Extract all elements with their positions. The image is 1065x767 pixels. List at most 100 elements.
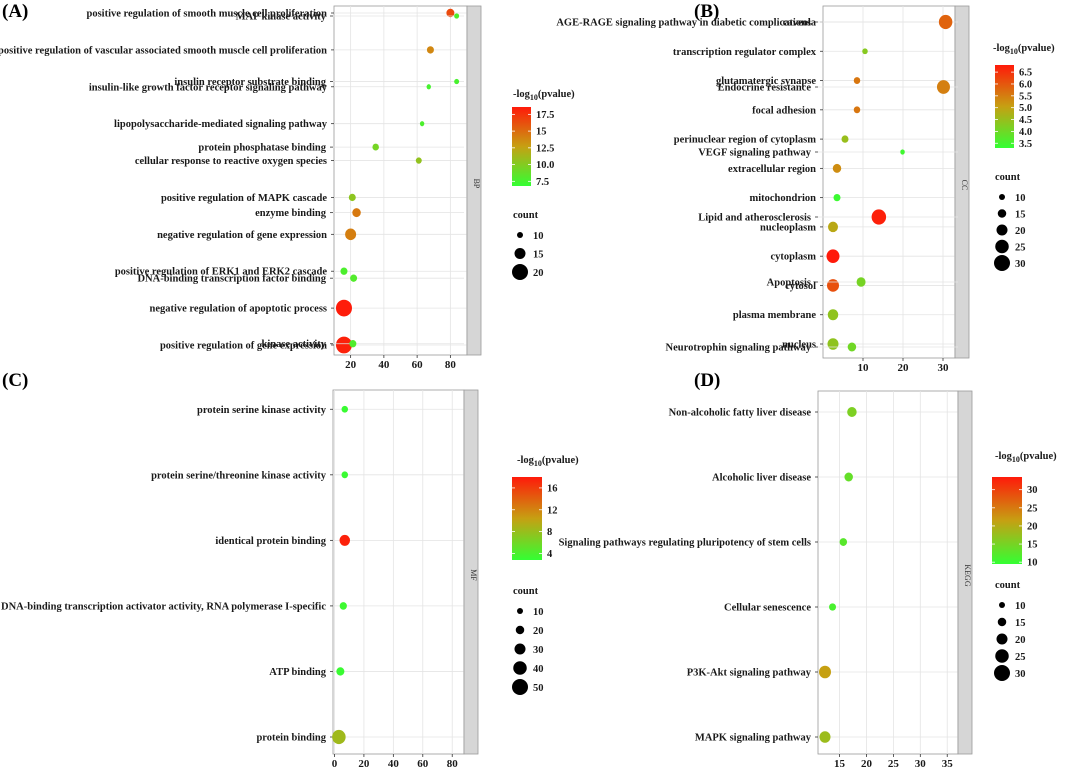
- category-label: Non-alcoholic fatty liver disease: [669, 408, 812, 419]
- category-label: Apoptosis: [767, 278, 811, 289]
- category-label: extracellular region: [728, 164, 816, 175]
- color-legend-label: 12.5: [536, 143, 554, 154]
- category-label: plasma membrane: [733, 310, 816, 321]
- data-point: [828, 221, 838, 233]
- data-point: [340, 267, 348, 275]
- size-legend-dot: [996, 633, 1008, 645]
- facet-strip-label: BP: [472, 179, 481, 189]
- color-legend-label: 8: [547, 527, 552, 538]
- data-point: [341, 405, 349, 413]
- category-label: enzyme binding: [255, 208, 327, 219]
- size-legend-title: count: [513, 210, 539, 221]
- data-point: [350, 274, 358, 282]
- color-legend-bar: [995, 65, 1014, 148]
- size-legend-dot: [995, 239, 1009, 254]
- color-legend-label: 5.5: [1019, 91, 1032, 102]
- category-label: MAP kinase activity: [236, 12, 327, 23]
- size-legend-label: 15: [533, 250, 544, 261]
- category-label: Neurotrophin signaling pathway: [666, 343, 812, 354]
- size-legend-dot: [997, 209, 1007, 218]
- color-legend-label: 15: [536, 127, 547, 138]
- x-tick-label: 20: [345, 359, 357, 371]
- size-legend-label: 20: [533, 268, 544, 279]
- facet-strip-label: CC: [960, 180, 969, 191]
- color-legend-label: 6.5: [1019, 68, 1032, 79]
- color-legend-label: 4: [547, 549, 553, 560]
- category-label: caveola: [783, 18, 817, 29]
- facet-strip-label: MF: [469, 569, 478, 581]
- color-legend-label: 12: [547, 505, 558, 516]
- size-legend-dot: [996, 224, 1008, 236]
- size-legend-dot: [994, 255, 1010, 271]
- data-point: [332, 729, 346, 745]
- data-point: [827, 338, 839, 350]
- color-legend-title: -log10(pvalue): [993, 43, 1055, 56]
- data-point: [339, 534, 351, 546]
- panel-label: (B): [694, 1, 719, 22]
- size-legend-dot: [514, 248, 526, 259]
- x-tick-label: 40: [388, 758, 400, 767]
- data-point: [454, 78, 460, 85]
- data-point: [372, 143, 379, 151]
- data-point: [833, 193, 841, 202]
- category-label: protein phosphatase binding: [198, 143, 326, 154]
- size-legend-dot: [512, 264, 528, 280]
- panel-label: (A): [2, 1, 28, 22]
- data-point: [862, 48, 868, 55]
- facet-strip: [954, 5, 970, 359]
- color-legend-label: 25: [1027, 503, 1038, 514]
- data-point: [844, 472, 853, 482]
- color-legend-label: 16: [547, 483, 558, 494]
- size-legend-label: 10: [1015, 193, 1026, 204]
- data-point: [847, 407, 857, 417]
- category-label: perinuclear region of cytoplasm: [674, 135, 816, 146]
- size-legend-dot: [994, 665, 1010, 681]
- size-legend-dot: [512, 679, 528, 695]
- category-label: Alcoholic liver disease: [712, 473, 811, 484]
- data-point: [341, 471, 349, 479]
- size-legend-title: count: [995, 580, 1021, 591]
- x-tick-label: 30: [915, 758, 927, 767]
- category-label: P3K-Akt signaling pathway: [687, 668, 812, 679]
- category-label: positive regulation of MAPK cascade: [161, 193, 327, 204]
- size-legend-dot: [997, 617, 1007, 627]
- data-point: [446, 8, 455, 18]
- x-tick-label: 80: [447, 758, 459, 767]
- data-point: [853, 77, 861, 84]
- color-legend-label: 4.0: [1019, 127, 1032, 138]
- size-legend-dot: [995, 649, 1009, 663]
- x-tick-label: 10: [858, 362, 870, 374]
- size-legend-label: 20: [533, 626, 544, 637]
- category-label: protein serine kinase activity: [197, 405, 327, 416]
- data-point: [832, 163, 842, 173]
- category-label: ATP binding: [269, 667, 326, 678]
- color-legend-label: 17.5: [536, 110, 554, 121]
- facet-strip: [957, 390, 973, 755]
- category-label: nucleoplasm: [760, 222, 816, 233]
- category-label: AGE-RAGE signaling pathway in diabetic c…: [556, 18, 811, 29]
- category-label: Signaling pathways regulating pluripoten…: [559, 538, 811, 549]
- size-legend-label: 15: [1015, 210, 1026, 221]
- size-legend-label: 40: [533, 664, 544, 675]
- facet-strip: [466, 5, 482, 356]
- category-label: lipopolysaccharide-mediated signaling pa…: [114, 119, 328, 130]
- x-tick-label: 60: [412, 359, 424, 371]
- category-label: transcription regulator complex: [673, 47, 817, 58]
- data-point: [339, 602, 347, 610]
- color-legend-label: 4.5: [1019, 115, 1032, 126]
- data-point: [826, 249, 840, 264]
- category-label: VEGF signaling pathway: [698, 148, 812, 159]
- category-label: positive regulation of vascular associat…: [0, 45, 327, 56]
- data-point: [454, 13, 460, 19]
- category-label: Lipid and atherosclerosis: [698, 213, 811, 224]
- category-label: focal adhesion: [752, 105, 816, 116]
- data-point: [349, 340, 357, 348]
- size-legend-label: 25: [1015, 652, 1026, 663]
- data-point: [348, 193, 356, 202]
- color-legend-label: 10.0: [536, 160, 554, 171]
- category-label: DNA-binding transcription activator acti…: [1, 601, 326, 612]
- category-label: insulin-like growth factor receptor sign…: [89, 82, 328, 93]
- data-point: [827, 279, 839, 292]
- facet-strip-label: KEGG: [963, 564, 972, 586]
